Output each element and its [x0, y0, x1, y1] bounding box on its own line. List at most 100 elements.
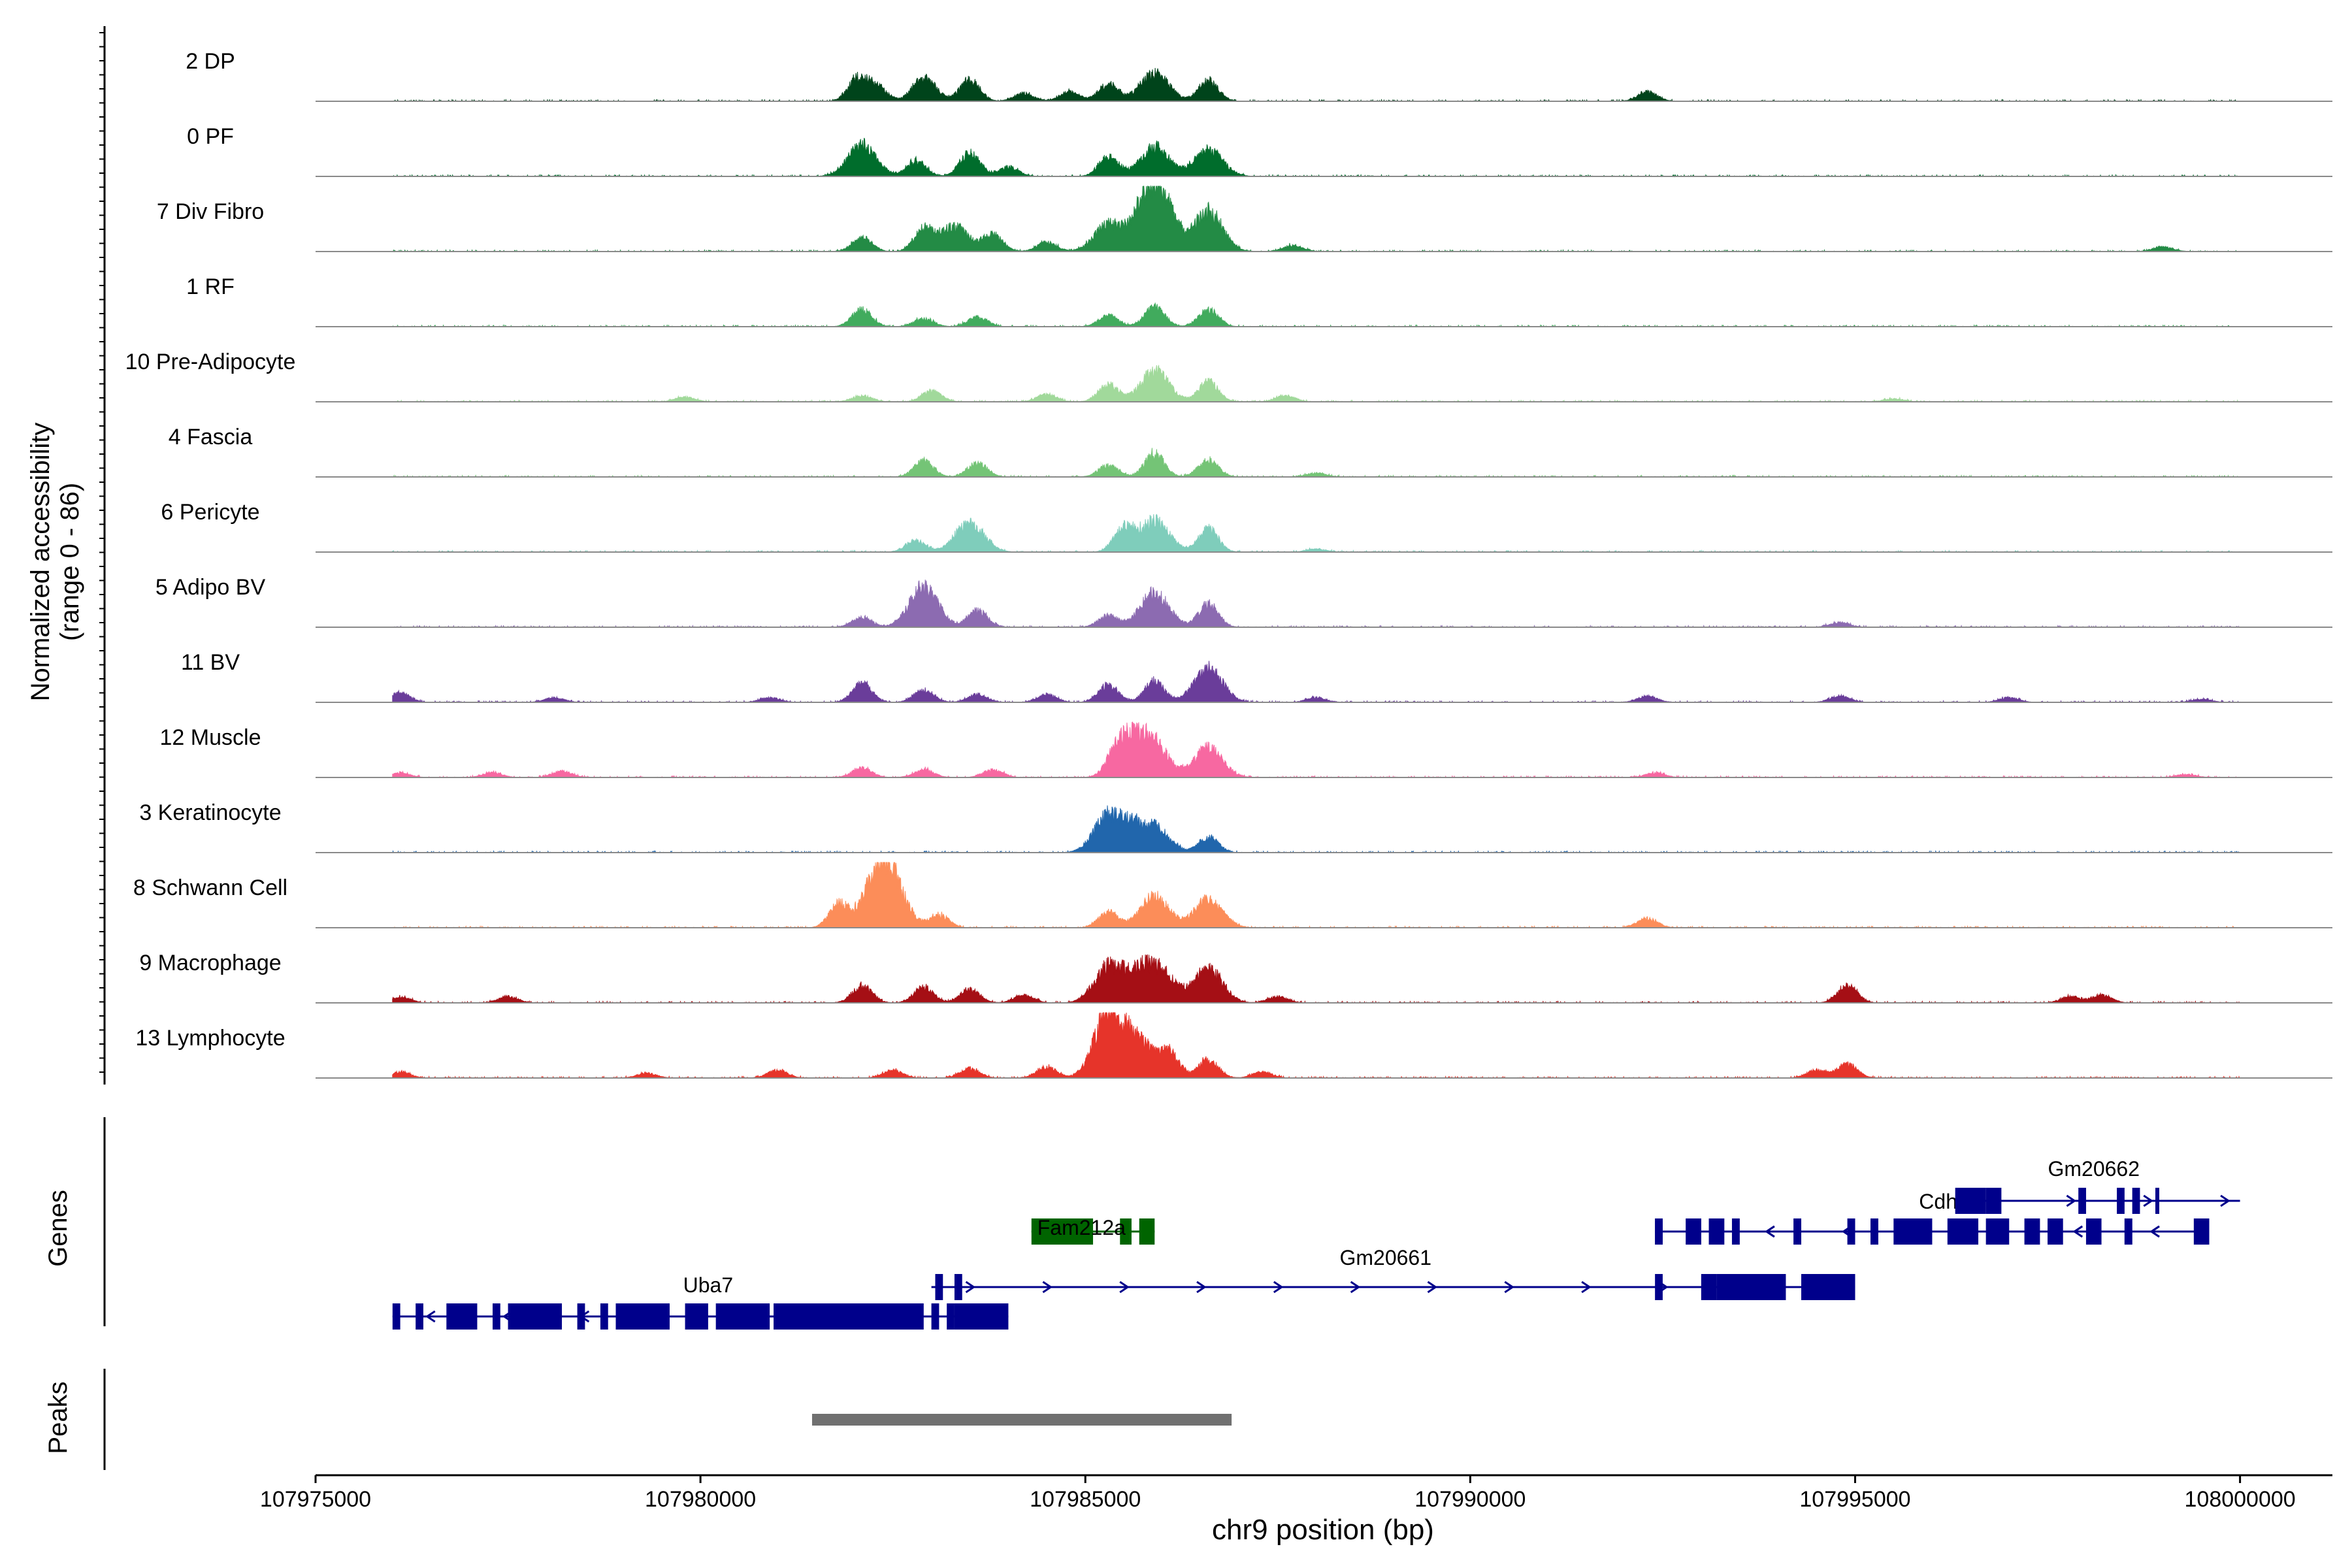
strand-arrow: [965, 1281, 976, 1294]
gene-fam212a: Fam212a: [1031, 1216, 1155, 1245]
coverage-area: [392, 1011, 2240, 1079]
exon: [1686, 1218, 1701, 1245]
exon: [1731, 1218, 1740, 1245]
track-11-bv: 11 BV: [181, 650, 2332, 704]
gene-label: Uba7: [683, 1273, 734, 1297]
coverage-area: [392, 805, 2240, 854]
coverage-area: [392, 954, 2240, 1004]
y-axis-label-line2: (range 0 - 86): [56, 483, 84, 641]
x-tick-label: 107995000: [1799, 1487, 1910, 1512]
exon: [685, 1303, 708, 1330]
exon: [2132, 1188, 2140, 1214]
strand-arrow: [2143, 1194, 2153, 1207]
exon: [1847, 1218, 1855, 1245]
exon: [577, 1303, 585, 1330]
track-9-macrophage: 9 Macrophage: [139, 951, 2332, 1004]
track-1-rf: 1 RF: [186, 274, 2332, 328]
track-4-fascia: 4 Fascia: [169, 425, 2332, 478]
x-axis: 107975000 107980000 107985000 107990000 1079…: [260, 1474, 2332, 1512]
exon: [1716, 1274, 1786, 1300]
strand-arrow: [1581, 1281, 1592, 1294]
exon: [2078, 1188, 2086, 1214]
strand-arrow: [2072, 1225, 2083, 1238]
y-axis: [99, 26, 106, 1085]
exon: [392, 1303, 400, 1330]
strand-arrow: [1042, 1281, 1053, 1294]
track-label: 10 Pre-Adipocyte: [125, 350, 296, 374]
gene-cdhr5: Cdhr5: [1655, 1190, 2210, 1245]
x-tick-label: 108000000: [2185, 1487, 2296, 1512]
track-label: 4 Fascia: [169, 425, 253, 449]
track-0-pf: 0 PF: [187, 124, 2332, 178]
strand-arrow: [1427, 1281, 1438, 1294]
gene-label: Fam212a: [1037, 1216, 1126, 1239]
peaks-label: Peaks: [44, 1381, 73, 1454]
track-3-keratinocyte: 3 Keratinocyte: [139, 800, 2332, 854]
x-tick-label: 107985000: [1030, 1487, 1141, 1512]
exon: [715, 1303, 770, 1330]
y-axis-label-line1: Normalized accessibility: [26, 423, 55, 702]
track-label: 3 Keratinocyte: [139, 800, 281, 825]
strand-arrow: [1273, 1281, 1284, 1294]
exon: [508, 1303, 563, 1330]
coverage-area: [392, 580, 2240, 629]
track-7-div-fibro: 7 Div Fibro: [157, 185, 2332, 253]
genes-track: Uba7 Fam212a Gm20661 Cdhr5 Gm20662: [103, 1117, 2240, 1330]
track-label: 13 Lymphocyte: [135, 1026, 285, 1051]
exon: [416, 1303, 423, 1330]
strand-arrow: [2149, 1225, 2160, 1238]
strand-arrow: [1196, 1281, 1207, 1294]
strand-arrow: [1350, 1281, 1361, 1294]
track-12-muscle: 12 Muscle: [160, 721, 2332, 779]
coverage-area: [392, 721, 2240, 779]
coverage-area: [392, 67, 2240, 103]
coverage-area: [392, 661, 2240, 704]
exon: [1985, 1218, 2010, 1245]
exon: [2124, 1218, 2132, 1245]
strand-arrow: [425, 1310, 436, 1323]
exon: [600, 1303, 608, 1330]
track-6-pericyte: 6 Pericyte: [161, 500, 2332, 553]
x-tick-label: 107980000: [645, 1487, 756, 1512]
exon: [492, 1303, 500, 1330]
coverage-area: [392, 365, 2240, 403]
exon: [1139, 1218, 1155, 1245]
exon: [2193, 1218, 2210, 1245]
exon: [1120, 1218, 1132, 1245]
coverage-tracks: 2 DP 0 PF 7 Div Fibro 1 RF 10 Pre-Adipocyte 4…: [125, 49, 2332, 1079]
exon: [615, 1303, 670, 1330]
track-label: 0 PF: [187, 124, 234, 149]
strand-arrow: [1119, 1281, 1130, 1294]
coverage-area: [392, 514, 2241, 553]
exon: [446, 1303, 478, 1330]
coverage-area: [392, 448, 2240, 478]
track-2-dp: 2 DP: [186, 49, 2332, 103]
exon: [774, 1303, 924, 1330]
track-10-pre-adipocyte: 10 Pre-Adipocyte: [125, 350, 2332, 403]
exon: [1655, 1218, 1663, 1245]
track-13-lymphocyte: 13 Lymphocyte: [135, 1011, 2332, 1079]
genes-label: Genes: [44, 1190, 73, 1267]
exon: [1031, 1218, 1094, 1245]
track-label: 12 Muscle: [160, 725, 261, 750]
x-tick-label: 107975000: [260, 1487, 371, 1512]
exon: [1870, 1218, 1878, 1245]
exon: [2155, 1188, 2160, 1214]
gene-label: Gm20661: [1339, 1246, 1431, 1269]
exon: [935, 1274, 943, 1300]
exon: [2085, 1218, 2102, 1245]
coverage-area: [392, 138, 2240, 178]
track-label: 1 RF: [186, 274, 235, 299]
track-8-schwann-cell: 8 Schwann Cell: [133, 862, 2332, 929]
gene-uba7: Uba7: [392, 1273, 1009, 1330]
strand-arrow: [2220, 1194, 2230, 1207]
exon: [1655, 1274, 1663, 1300]
exon: [1708, 1218, 1725, 1245]
track-label: 2 DP: [186, 49, 235, 74]
exon: [1893, 1218, 1933, 1245]
exon: [2024, 1218, 2040, 1245]
track-label: 9 Macrophage: [139, 951, 281, 975]
track-label: 8 Schwann Cell: [133, 875, 287, 900]
x-axis-label: chr9 position (bp): [1212, 1514, 1434, 1546]
